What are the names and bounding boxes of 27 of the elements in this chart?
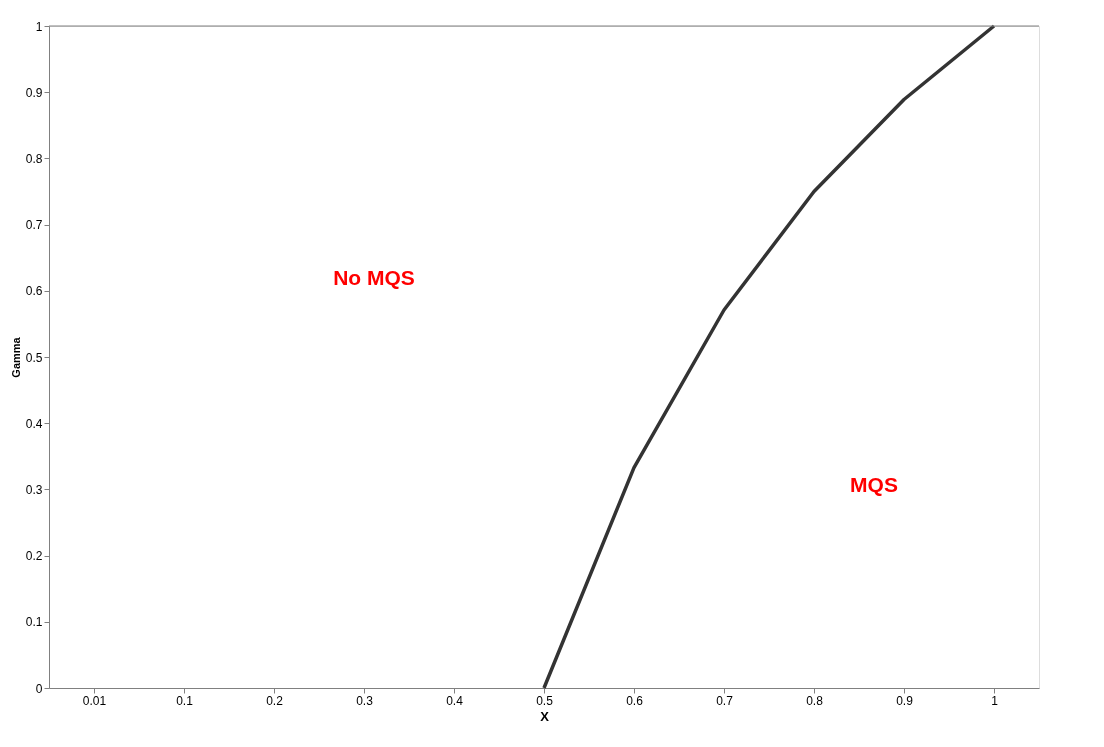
x-tick-label: 0.5	[536, 693, 554, 708]
y-tick-label: 0.2	[25, 549, 43, 564]
y-axis-title: Gamma	[9, 336, 22, 378]
x-tick-label: 0.3	[356, 693, 374, 708]
y-tick-label: 0.5	[25, 350, 43, 365]
y-tick-label: 0.7	[25, 218, 43, 233]
x-tick-label: 0.7	[716, 693, 734, 708]
x-tick-label: 0.2	[266, 693, 284, 708]
y-tick-label: 0.8	[25, 151, 43, 166]
x-tick-label: 0.01	[82, 693, 107, 708]
x-tick-label: 1	[991, 693, 999, 708]
x-axis-title: X	[540, 708, 550, 724]
annotation: No MQS	[333, 266, 415, 289]
y-tick-label: 0.1	[25, 615, 43, 630]
line-series	[542, 24, 996, 690]
y-tick-label: 0.4	[25, 416, 43, 431]
annotation: MQS	[850, 473, 898, 496]
y-tick-label: 0.6	[25, 284, 43, 299]
x-tick-label: 0.8	[806, 693, 824, 708]
x-tick-label: 0.1	[176, 693, 194, 708]
y-tick-label: 0	[35, 681, 43, 696]
y-tick-label: 0.3	[25, 482, 43, 497]
x-tick-label: 0.6	[626, 693, 644, 708]
x-tick-label: 0.4	[446, 693, 464, 708]
y-tick-label: 1	[35, 19, 43, 34]
x-tick-label: 0.9	[896, 693, 914, 708]
y-tick-label: 0.9	[25, 85, 43, 100]
